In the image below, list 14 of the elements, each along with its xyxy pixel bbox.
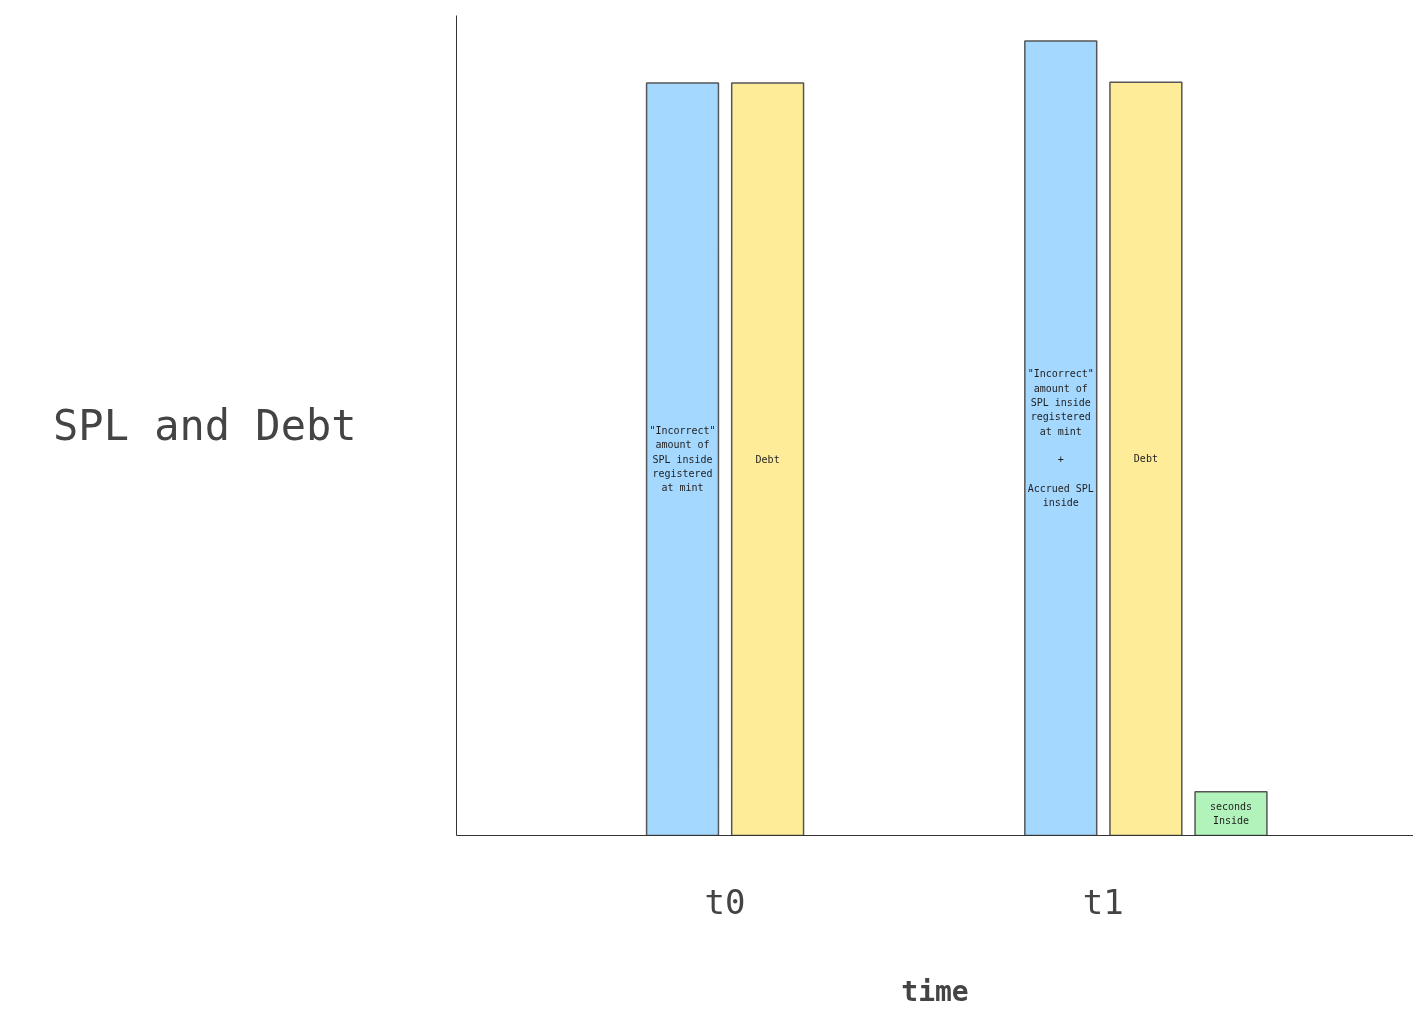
bar <box>645 82 720 836</box>
bar <box>1194 791 1268 836</box>
x-tick-label: t1 <box>1082 881 1124 922</box>
bar <box>1109 81 1183 836</box>
annotation: seconds Inside <box>1209 801 1253 827</box>
y-axis-title: SPL and Debt <box>53 401 357 450</box>
bar <box>730 82 805 836</box>
annotation: Debt <box>755 453 780 465</box>
annotation: "Incorrect" amount of SPL inside registered at mint <box>649 425 716 494</box>
annotation: Debt <box>1133 453 1158 465</box>
x-tick-label: t0 <box>704 881 746 922</box>
bar <box>1024 40 1098 836</box>
x-axis-title: time <box>901 974 969 1008</box>
text: "Incorrect" amount of SPL inside registered at mint + Accrued SPL inside <box>1027 368 1094 509</box>
